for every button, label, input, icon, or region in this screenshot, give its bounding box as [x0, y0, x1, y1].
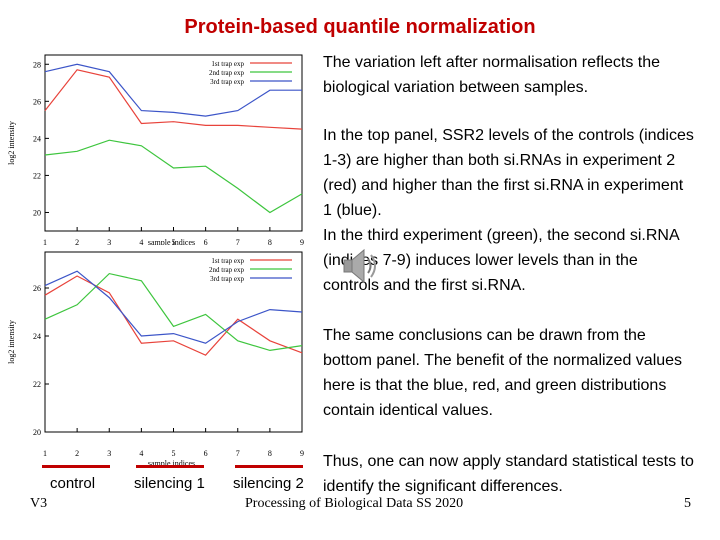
x-tick-label: 2 — [75, 238, 79, 245]
slide-title: Protein-based quantile normalization — [184, 16, 536, 38]
version-label: V3 — [30, 496, 48, 511]
y-tick-label: 22 — [33, 380, 41, 389]
x-tick-label: 4 — [139, 238, 143, 245]
x-tick-label: 3 — [107, 238, 111, 245]
course-footer: Processing of Biological Data SS 2020 — [245, 496, 464, 511]
x-tick-label: 5 — [172, 238, 176, 245]
y-axis-label: log2 intensity — [7, 121, 16, 165]
page-number: 5 — [684, 496, 691, 511]
x-axis-label: sample indices — [148, 459, 195, 468]
x-tick-label: 8 — [268, 449, 272, 458]
legend-label-blue: 3rd trap exp — [210, 78, 244, 86]
x-tick-label: 4 — [139, 449, 143, 458]
y-tick-label: 20 — [33, 428, 41, 437]
silencing-1-underline — [136, 465, 204, 468]
series-line-green — [44, 139, 303, 214]
y-tick-label: 20 — [33, 208, 41, 217]
y-tick-label: 24 — [33, 332, 41, 341]
x-tick-label: 6 — [204, 449, 208, 458]
x-tick-label: 7 — [236, 449, 240, 458]
x-tick-label: 9 — [300, 449, 304, 458]
paragraph-top-panel-text: In the top panel, SSR2 levels of the con… — [323, 127, 694, 294]
x-tick-label: 9 — [300, 238, 304, 245]
group-label-silencing-1: silencing 1 — [134, 475, 205, 492]
group-label-silencing-2: silencing 2 — [233, 475, 304, 492]
x-tick-label: 8 — [268, 238, 272, 245]
y-tick-label: 28 — [33, 60, 41, 69]
group-label-control: control — [50, 475, 96, 492]
series-line-blue — [44, 270, 303, 344]
series-line-red — [44, 69, 303, 130]
x-axis-label: sample indices — [148, 238, 195, 245]
x-tick-label: 7 — [236, 238, 240, 245]
y-tick-label: 26 — [33, 284, 41, 293]
paragraph-top-panel: In the top panel, SSR2 levels of the con… — [323, 123, 695, 298]
top-line-chart: 20 22 24 26 28 1 2 3 4 5 6 7 8 9 sample indices log2 in… — [7, 54, 304, 245]
series-line-green — [44, 272, 303, 352]
y-tick-label: 24 — [33, 134, 41, 143]
series-line-blue — [44, 63, 302, 117]
legend-label-blue: 3rd trap exp — [210, 275, 244, 283]
paragraph-conclusion-text: Thus, one can now apply standard statist… — [323, 453, 694, 495]
legend-label-green: 2nd trap exp — [209, 266, 244, 274]
control-underline — [42, 465, 110, 468]
legend-label-red: 1st trap exp — [211, 60, 244, 68]
series-line-red — [44, 275, 303, 356]
x-tick-label: 3 — [107, 449, 111, 458]
speaker-icon[interactable] — [340, 246, 380, 286]
y-axis-label: log2 intensity — [7, 320, 16, 364]
x-tick-label: 6 — [204, 238, 208, 245]
x-tick-label: 2 — [75, 449, 79, 458]
x-tick-label: 1 — [43, 449, 47, 458]
legend-label-green: 2nd trap exp — [209, 69, 244, 77]
paragraph-variation: The variation left after normalisation r… — [323, 50, 695, 100]
paragraph-conclusion: Thus, one can now apply standard statist… — [323, 449, 695, 499]
bottom-line-chart: 20 22 24 26 1 2 3 4 5 6 7 8 9 sample indices log2 inte… — [7, 251, 304, 468]
paragraph-bottom-panel: The same conclusions can be drawn from t… — [323, 323, 695, 423]
silencing-2-underline — [235, 465, 303, 468]
y-tick-label: 26 — [33, 97, 41, 106]
x-tick-label: 5 — [172, 449, 176, 458]
legend-label-red: 1st trap exp — [211, 257, 244, 265]
paragraph-bottom-panel-text: The same conclusions can be drawn from t… — [323, 327, 683, 419]
y-tick-label: 22 — [33, 171, 41, 180]
paragraph-variation-text: The variation left after normalisation r… — [323, 54, 661, 96]
x-tick-label: 1 — [43, 238, 47, 245]
